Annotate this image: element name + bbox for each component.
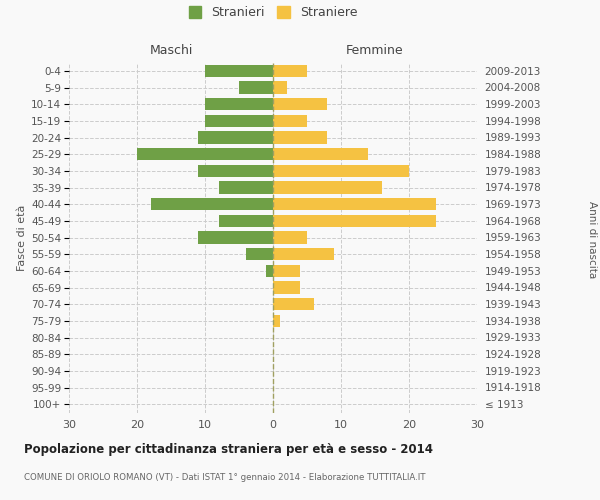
Bar bbox=[273, 298, 314, 310]
Bar bbox=[246, 248, 273, 260]
Bar bbox=[273, 181, 382, 194]
Bar bbox=[273, 198, 436, 210]
Bar bbox=[273, 214, 436, 227]
Bar bbox=[239, 81, 273, 94]
Bar bbox=[205, 114, 273, 127]
Bar bbox=[273, 131, 328, 144]
Bar bbox=[273, 148, 368, 160]
Bar bbox=[273, 164, 409, 177]
Bar bbox=[273, 281, 300, 293]
Bar bbox=[218, 214, 273, 227]
Text: Maschi: Maschi bbox=[149, 44, 193, 57]
Text: COMUNE DI ORIOLO ROMANO (VT) - Dati ISTAT 1° gennaio 2014 - Elaborazione TUTTITA: COMUNE DI ORIOLO ROMANO (VT) - Dati ISTA… bbox=[24, 472, 425, 482]
Bar bbox=[273, 64, 307, 77]
Bar bbox=[273, 231, 307, 244]
Bar bbox=[273, 314, 280, 327]
Bar bbox=[273, 98, 328, 110]
Bar bbox=[198, 164, 273, 177]
Bar bbox=[205, 64, 273, 77]
Bar bbox=[198, 131, 273, 144]
Text: Anni di nascita: Anni di nascita bbox=[587, 202, 597, 278]
Bar bbox=[198, 231, 273, 244]
Bar bbox=[137, 148, 273, 160]
Bar bbox=[218, 181, 273, 194]
Bar bbox=[273, 114, 307, 127]
Bar bbox=[266, 264, 273, 277]
Text: Femmine: Femmine bbox=[346, 44, 404, 57]
Bar bbox=[273, 81, 287, 94]
Bar bbox=[273, 264, 300, 277]
Legend: Stranieri, Straniere: Stranieri, Straniere bbox=[189, 6, 357, 19]
Bar bbox=[205, 98, 273, 110]
Bar bbox=[151, 198, 273, 210]
Bar bbox=[273, 248, 334, 260]
Text: Popolazione per cittadinanza straniera per età e sesso - 2014: Popolazione per cittadinanza straniera p… bbox=[24, 442, 433, 456]
Y-axis label: Fasce di età: Fasce di età bbox=[17, 204, 27, 270]
